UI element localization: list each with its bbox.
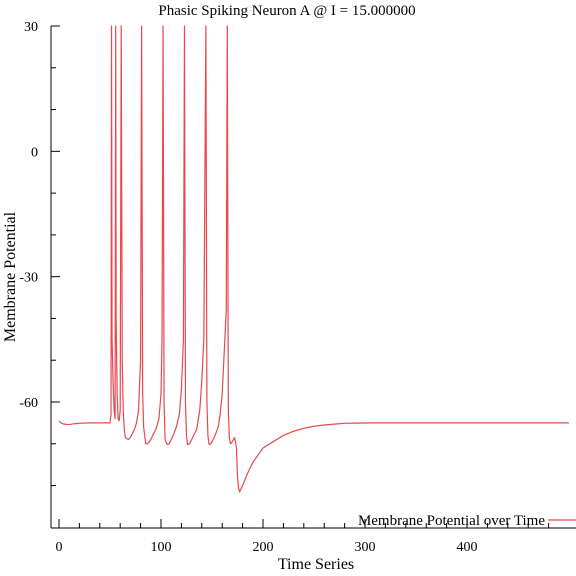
chart-title: Phasic Spiking Neuron A @ I = 15.000000	[158, 3, 415, 19]
y-axis-label: Membrane Potential	[2, 211, 19, 342]
y-minor-ticks	[51, 67, 56, 487]
x-tick-label: 300	[355, 540, 376, 555]
x-axis-label: Time Series	[278, 556, 354, 573]
series-line-membrane-potential	[58, 25, 569, 493]
x-tick-label: 200	[253, 540, 274, 555]
y-tick-label: -30	[19, 271, 38, 286]
x-ticks: 0 100 200 300 400	[56, 519, 478, 555]
y-tick-label: -60	[19, 396, 38, 411]
x-tick-label: 0	[56, 540, 63, 555]
x-tick-label: 100	[151, 540, 172, 555]
x-minor-ticks	[78, 523, 550, 528]
y-ticks: -60 -30 0 30	[19, 20, 60, 411]
y-tick-label: 0	[31, 145, 38, 160]
y-tick-label: 30	[24, 20, 38, 35]
x-tick-label: 400	[457, 540, 478, 555]
legend-label: Membrane Potential over Time	[358, 513, 545, 529]
